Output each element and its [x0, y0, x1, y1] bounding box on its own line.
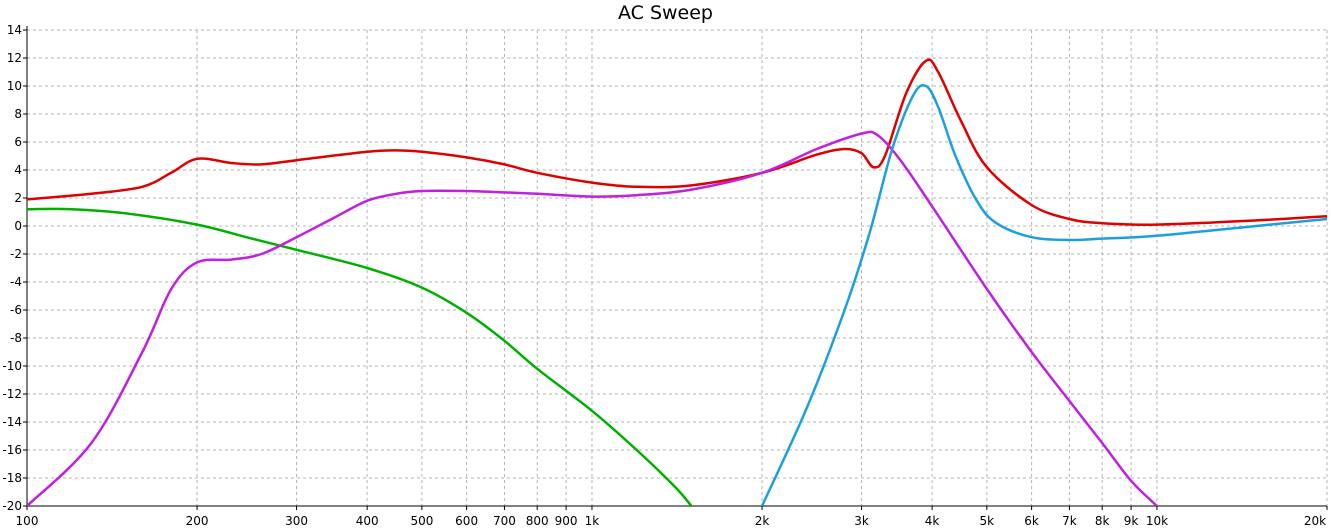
y-tick-label: 14 [7, 23, 22, 37]
y-tick-label: 6 [14, 135, 22, 149]
x-tick-label: 100 [16, 514, 39, 528]
y-tick-label: -4 [10, 275, 22, 289]
x-tick-label: 4k [925, 514, 940, 528]
x-tick-label: 6k [1024, 514, 1039, 528]
y-tick-label: -18 [2, 471, 22, 485]
y-tick-label: -12 [2, 387, 22, 401]
x-tick-label: 600 [455, 514, 478, 528]
x-tick-label: 500 [410, 514, 433, 528]
series-line-4 [760, 84, 1327, 506]
x-tick-label: 1k [585, 514, 600, 528]
x-tick-label: 5k [980, 514, 995, 528]
series-layer [27, 58, 1327, 506]
x-tick-label: 2k [755, 514, 770, 528]
x-tick-label: 200 [186, 514, 209, 528]
x-tick-label: 400 [356, 514, 379, 528]
series-line-1 [27, 58, 1327, 226]
grid [26, 29, 1328, 507]
x-tick-label: 10k [1146, 514, 1168, 528]
y-tick-label: -16 [2, 443, 22, 457]
x-tick-label: 300 [285, 514, 308, 528]
x-tick-label: 7k [1062, 514, 1077, 528]
x-tick-label: 900 [555, 514, 578, 528]
axes [23, 26, 1328, 510]
y-tick-label: 4 [14, 163, 22, 177]
x-tick-label: 8k [1095, 514, 1110, 528]
x-tick-label: 9k [1124, 514, 1139, 528]
x-tick-label: 800 [526, 514, 549, 528]
x-tick-label: 700 [493, 514, 516, 528]
y-tick-label: 8 [14, 107, 22, 121]
y-tick-label: -14 [2, 415, 22, 429]
chart-title: AC Sweep [617, 2, 713, 24]
y-tick-label: 2 [14, 191, 22, 205]
series-line-2 [27, 207, 693, 506]
y-tick-label: 10 [7, 79, 22, 93]
y-tick-label: -10 [2, 359, 22, 373]
y-tick-label: -2 [10, 247, 22, 261]
y-tick-label: -20 [2, 499, 22, 513]
series-line-3 [27, 130, 1159, 506]
x-tick-label: 20k [1304, 514, 1326, 528]
y-tick-label: -6 [10, 303, 22, 317]
y-tick-label: -8 [10, 331, 22, 345]
y-tick-label: 0 [14, 219, 22, 233]
x-tick-labels: 100 200 300 400 500 600 700 800 900 1k 2k 3k 4k 5k 6k 7… [16, 514, 1327, 528]
x-tick-label: 3k [854, 514, 869, 528]
y-tick-label: 12 [7, 51, 22, 65]
